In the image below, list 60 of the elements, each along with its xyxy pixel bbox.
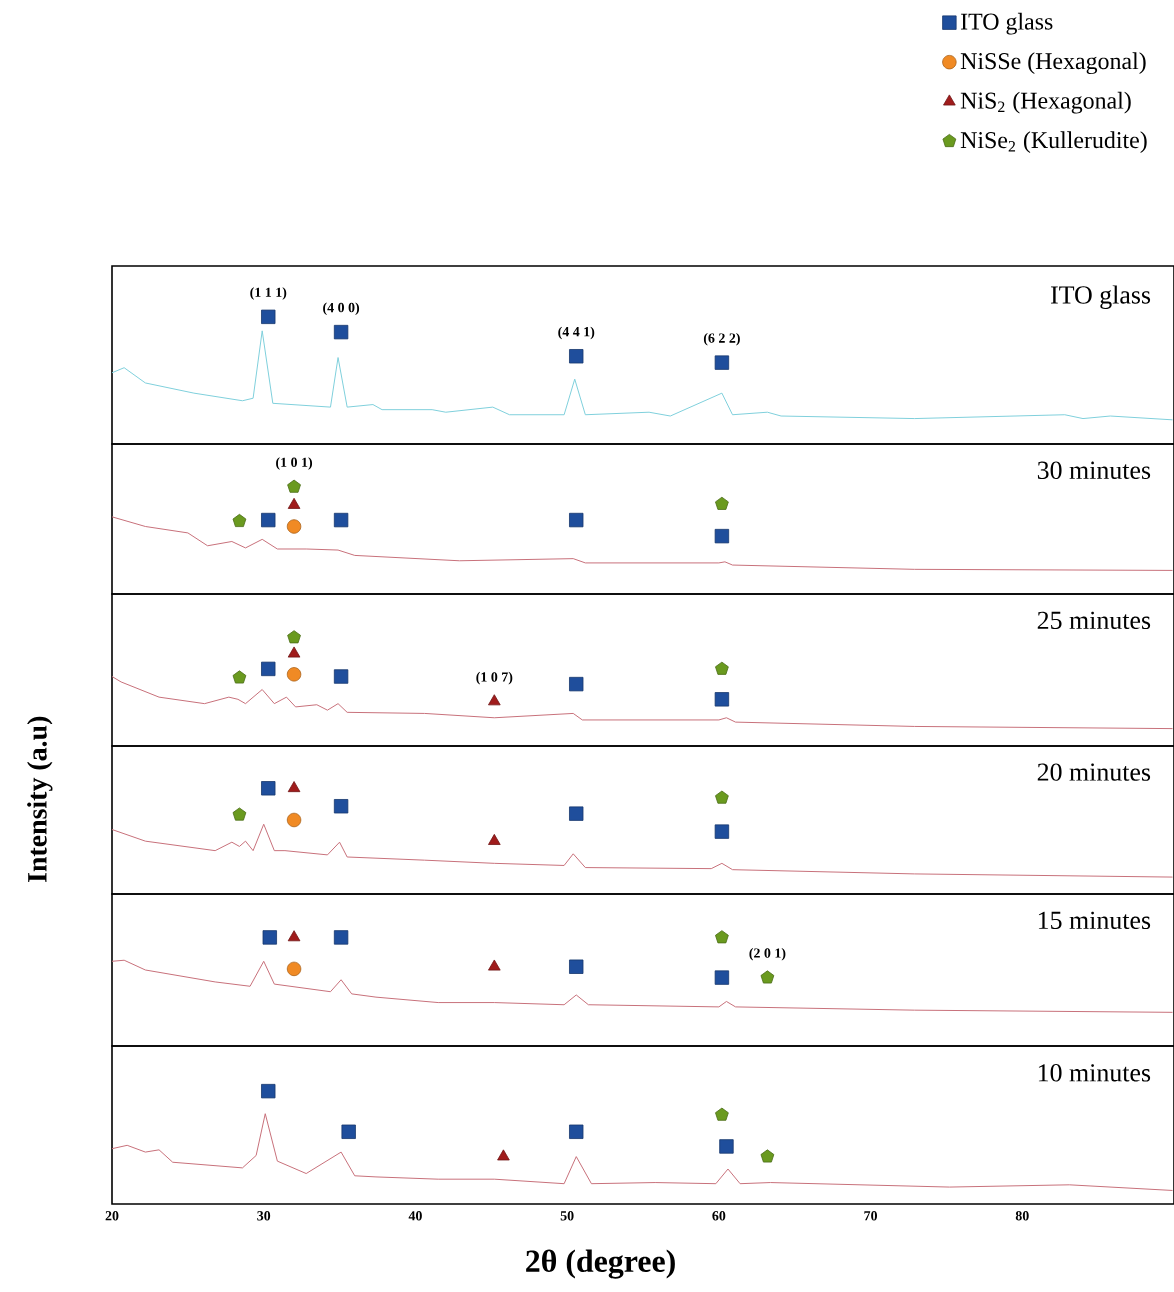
point <box>286 961 302 977</box>
point <box>261 661 276 677</box>
legend-label: NiSe$_{2}$ (Kullerudite) <box>960 131 1147 154</box>
point <box>232 670 247 684</box>
point <box>286 667 302 682</box>
point <box>261 1083 276 1099</box>
point <box>287 479 301 493</box>
point <box>232 513 247 528</box>
point <box>286 519 302 534</box>
chart-title: ITO glass <box>1051 285 1151 310</box>
point <box>715 790 729 804</box>
point <box>569 512 584 528</box>
point <box>333 324 349 340</box>
x-axis-title: 2θ (degree) <box>526 1249 675 1279</box>
legend-label: NiS$_{2}$ (Hexagonal) <box>960 91 1131 114</box>
point <box>715 1107 729 1121</box>
point <box>715 496 729 510</box>
chart-title: 15 minutes <box>1038 911 1151 930</box>
point <box>497 1149 510 1161</box>
point <box>488 694 501 706</box>
chart-title: 25 minutes <box>1037 611 1151 630</box>
point <box>286 812 302 828</box>
point <box>569 1124 584 1139</box>
point <box>488 959 501 971</box>
point <box>488 833 501 845</box>
legend-label: ITO glass <box>961 12 1053 35</box>
point <box>714 824 730 839</box>
point <box>333 930 349 945</box>
point <box>714 355 730 370</box>
chart-title: 10 minutes <box>1038 1064 1151 1082</box>
point <box>715 930 729 944</box>
point <box>287 646 301 658</box>
chart-title: 30 minutes <box>1037 461 1151 480</box>
point <box>719 1139 734 1154</box>
chart-title: 20 minutes <box>1037 763 1151 781</box>
point <box>714 528 730 544</box>
point <box>287 630 301 644</box>
point <box>262 930 277 945</box>
point <box>333 799 349 814</box>
point <box>760 1149 775 1163</box>
point <box>261 781 276 796</box>
point <box>287 781 301 793</box>
point <box>287 930 301 942</box>
point <box>341 1124 356 1139</box>
y-axis-title: Intensity (a.u) <box>27 716 53 883</box>
legend-label: NiSSe (Hexagonal) <box>960 52 1146 75</box>
point <box>569 349 584 364</box>
point <box>333 669 349 684</box>
point <box>287 497 301 509</box>
point <box>569 676 584 692</box>
point <box>714 692 730 707</box>
point <box>569 806 584 821</box>
point <box>715 661 729 675</box>
point <box>569 959 584 974</box>
point <box>714 970 730 985</box>
point <box>261 512 276 528</box>
point <box>261 309 276 325</box>
point <box>760 970 775 984</box>
point <box>232 807 247 821</box>
point <box>333 512 349 528</box>
